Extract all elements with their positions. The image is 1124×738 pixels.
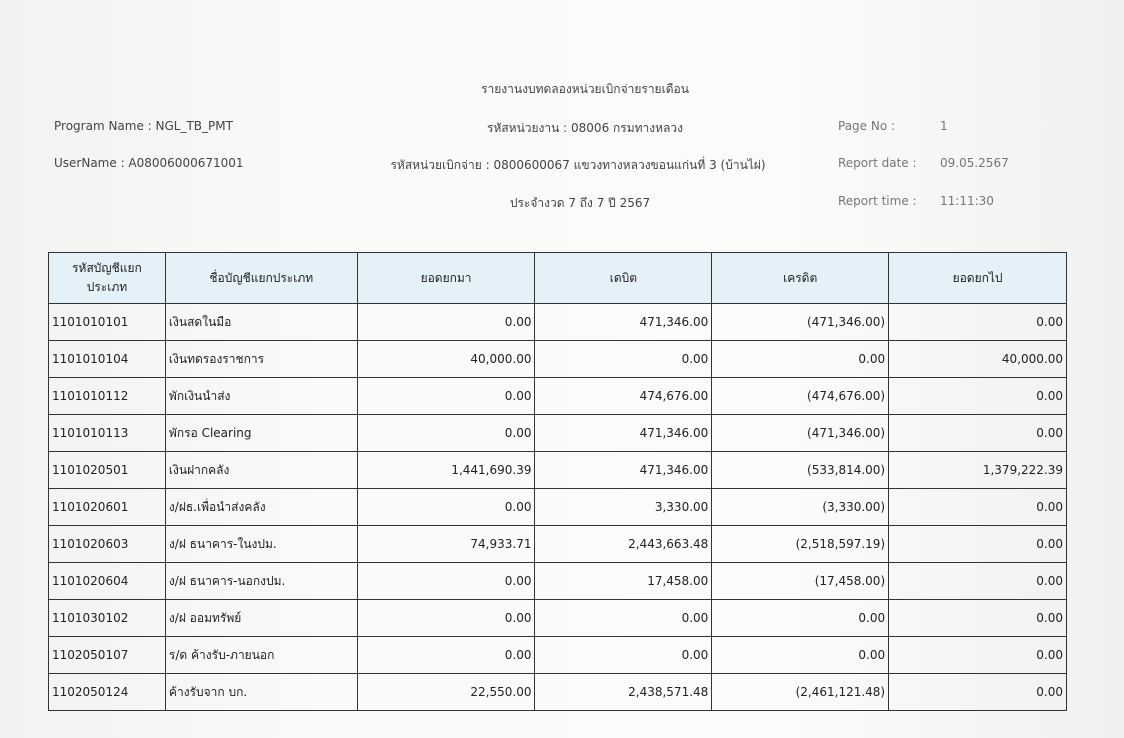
trial-balance-table: รหัสบัญชีแยกประเภท ชื่อบัญชีแยกประเภท ยอดย… bbox=[48, 252, 1067, 711]
program-name: Program Name : NGL_TB_PMT bbox=[54, 119, 233, 133]
brought-forward-cell: 1,441,690.39 bbox=[356, 451, 536, 489]
carried-forward-cell: 0.00 bbox=[888, 377, 1067, 415]
report-title: รายงานงบทดลองหน่วยเบิกจ่ายรายเดือน bbox=[481, 82, 689, 96]
table-row: 1101020601 ง/ฝธ.เพื่อนำส่งคลัง 0.00 3,330.0… bbox=[48, 488, 1067, 526]
page-no-label: Page No : bbox=[838, 119, 896, 133]
header-account-code: รหัสบัญชีแยกประเภท bbox=[48, 252, 166, 304]
credit-cell: 0.00 bbox=[711, 340, 890, 378]
credit-cell: (474,676.00) bbox=[711, 377, 890, 415]
account-name-cell: ง/ฝ ออมทรัพย์ bbox=[164, 599, 358, 637]
debit-cell: 17,458.00 bbox=[534, 562, 713, 600]
brought-forward-cell: 0.00 bbox=[356, 599, 536, 637]
account-code-cell: 1102050107 bbox=[48, 636, 166, 674]
brought-forward-cell: 40,000.00 bbox=[356, 340, 536, 378]
account-name-cell: ง/ฝ ธนาคาร-ในงปม. bbox=[164, 525, 358, 563]
account-code-cell: 1101010101 bbox=[48, 303, 166, 341]
carried-forward-cell: 0.00 bbox=[888, 525, 1067, 563]
username: UserName : A08006000671001 bbox=[54, 156, 244, 170]
carried-forward-cell: 0.00 bbox=[888, 599, 1067, 637]
carried-forward-cell: 0.00 bbox=[888, 303, 1067, 341]
disbursing-unit: รหัสหน่วยเบิกจ่าย : 0800600067 แขวงทางหล… bbox=[390, 158, 766, 172]
table-header-row: รหัสบัญชีแยกประเภท ชื่อบัญชีแยกประเภท ยอดย… bbox=[48, 252, 1067, 304]
report-time: 11:11:30 bbox=[940, 194, 994, 208]
account-code-cell: 1101020501 bbox=[48, 451, 166, 489]
table-row: 1101020501 เงินฝากคลัง 1,441,690.39 471,346… bbox=[48, 451, 1067, 489]
debit-cell: 0.00 bbox=[534, 599, 713, 637]
header-carried-forward: ยอดยกไป bbox=[888, 252, 1067, 304]
brought-forward-cell: 0.00 bbox=[356, 377, 536, 415]
table-row: 1101020603 ง/ฝ ธนาคาร-ในงปม. 74,933.71 2,44… bbox=[48, 525, 1067, 563]
brought-forward-cell: 74,933.71 bbox=[356, 525, 536, 563]
debit-cell: 0.00 bbox=[534, 340, 713, 378]
report-time-label: Report time : bbox=[838, 194, 917, 208]
account-name-cell: เงินฝากคลัง bbox=[164, 451, 358, 489]
account-name-cell: เงินทดรองราชการ bbox=[164, 340, 358, 378]
credit-cell: (2,461,121.48) bbox=[711, 673, 890, 711]
table-row: 1101010101 เงินสดในมือ 0.00 471,346.00 (471,… bbox=[48, 303, 1067, 341]
table-row: 1101010112 พักเงินนำส่ง 0.00 474,676.00 (474… bbox=[48, 377, 1067, 415]
account-code-cell: 1101010112 bbox=[48, 377, 166, 415]
header-credit: เครดิต bbox=[711, 252, 890, 304]
brought-forward-cell: 0.00 bbox=[356, 488, 536, 526]
credit-cell: 0.00 bbox=[711, 636, 890, 674]
debit-cell: 3,330.00 bbox=[534, 488, 713, 526]
header-account-name: ชื่อบัญชีแยกประเภท bbox=[164, 252, 358, 304]
report-date-label: Report date : bbox=[838, 156, 917, 170]
brought-forward-cell: 0.00 bbox=[356, 414, 536, 452]
credit-cell: (533,814.00) bbox=[711, 451, 890, 489]
credit-cell: (17,458.00) bbox=[711, 562, 890, 600]
credit-cell: (2,518,597.19) bbox=[711, 525, 890, 563]
account-name-cell: ง/ฝธ.เพื่อนำส่งคลัง bbox=[164, 488, 358, 526]
account-code-cell: 1101030102 bbox=[48, 599, 166, 637]
credit-cell: (3,330.00) bbox=[711, 488, 890, 526]
header-brought-forward: ยอดยกมา bbox=[356, 252, 536, 304]
account-code-cell: 1101020601 bbox=[48, 488, 166, 526]
table-row: 1101010113 พักรอ Clearing 0.00 471,346.00 (4… bbox=[48, 414, 1067, 452]
brought-forward-cell: 22,550.00 bbox=[356, 673, 536, 711]
carried-forward-cell: 0.00 bbox=[888, 414, 1067, 452]
brought-forward-cell: 0.00 bbox=[356, 303, 536, 341]
period: ประจำงวด 7 ถึง 7 ปี 2567 bbox=[509, 196, 651, 210]
account-name-cell: ค้างรับจาก บก. bbox=[164, 673, 358, 711]
debit-cell: 474,676.00 bbox=[534, 377, 713, 415]
report-date: 09.05.2567 bbox=[940, 156, 1009, 170]
brought-forward-cell: 0.00 bbox=[356, 562, 536, 600]
table-row: 1102050124 ค้างรับจาก บก. 22,550.00 2,438,5… bbox=[48, 673, 1067, 711]
carried-forward-cell: 0.00 bbox=[888, 636, 1067, 674]
debit-cell: 2,443,663.48 bbox=[534, 525, 713, 563]
account-code-cell: 1101020604 bbox=[48, 562, 166, 600]
debit-cell: 471,346.00 bbox=[534, 451, 713, 489]
account-name-cell: ง/ฝ ธนาคาร-นอกงปม. bbox=[164, 562, 358, 600]
table-row: 1101030102 ง/ฝ ออมทรัพย์ 0.00 0.00 0.00 0.00 bbox=[48, 599, 1067, 637]
brought-forward-cell: 0.00 bbox=[356, 636, 536, 674]
account-name-cell: พักเงินนำส่ง bbox=[164, 377, 358, 415]
table-row: 1101010104 เงินทดรองราชการ 40,000.00 0.00 0.… bbox=[48, 340, 1067, 378]
table-row: 1102050107 ร/ด ค้างรับ-ภายนอก 0.00 0.00 0.00… bbox=[48, 636, 1067, 674]
account-name-cell: พักรอ Clearing bbox=[164, 414, 358, 452]
agency: รหัสหน่วยงาน : 08006 กรมทางหลวง bbox=[486, 121, 684, 135]
credit-cell: 0.00 bbox=[711, 599, 890, 637]
carried-forward-cell: 1,379,222.39 bbox=[888, 451, 1067, 489]
debit-cell: 471,346.00 bbox=[534, 303, 713, 341]
account-code-cell: 1101010104 bbox=[48, 340, 166, 378]
account-code-cell: 1102050124 bbox=[48, 673, 166, 711]
carried-forward-cell: 0.00 bbox=[888, 488, 1067, 526]
table-row: 1101020604 ง/ฝ ธนาคาร-นอกงปม. 0.00 17,458.0… bbox=[48, 562, 1067, 600]
account-code-cell: 1101010113 bbox=[48, 414, 166, 452]
carried-forward-cell: 0.00 bbox=[888, 562, 1067, 600]
debit-cell: 0.00 bbox=[534, 636, 713, 674]
debit-cell: 2,438,571.48 bbox=[534, 673, 713, 711]
header-debit: เดบิต bbox=[534, 252, 713, 304]
account-name-cell: ร/ด ค้างรับ-ภายนอก bbox=[164, 636, 358, 674]
debit-cell: 471,346.00 bbox=[534, 414, 713, 452]
account-name-cell: เงินสดในมือ bbox=[164, 303, 358, 341]
carried-forward-cell: 0.00 bbox=[888, 673, 1067, 711]
page-no: 1 bbox=[940, 119, 948, 133]
account-code-cell: 1101020603 bbox=[48, 525, 166, 563]
carried-forward-cell: 40,000.00 bbox=[888, 340, 1067, 378]
credit-cell: (471,346.00) bbox=[711, 414, 890, 452]
credit-cell: (471,346.00) bbox=[711, 303, 890, 341]
